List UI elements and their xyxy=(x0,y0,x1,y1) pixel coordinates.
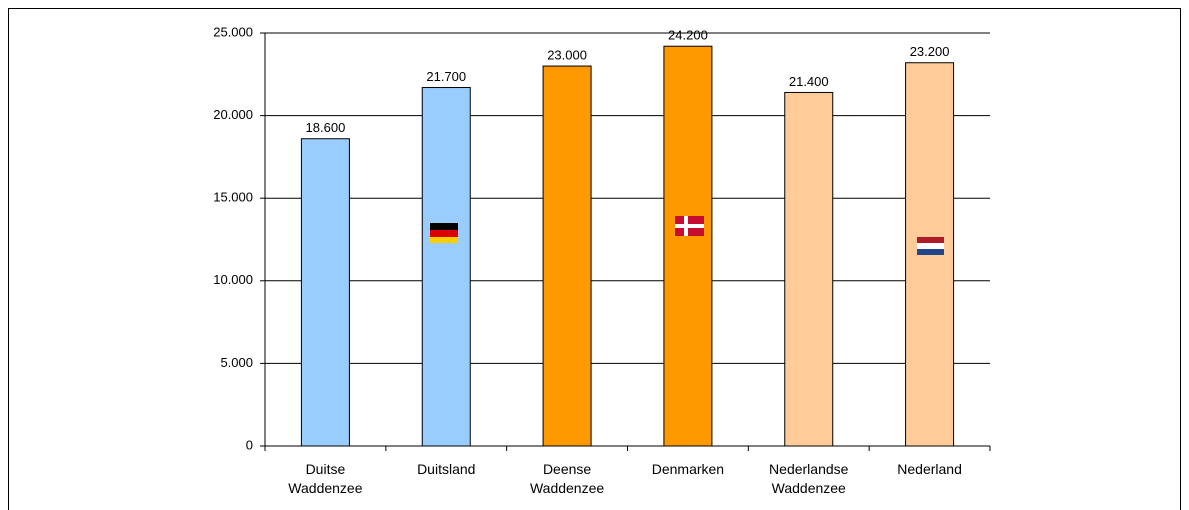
value-label: 24.200 xyxy=(668,28,708,43)
x-tick-label: Deense Waddenzee xyxy=(529,461,605,496)
y-tick-label: 5.000 xyxy=(220,355,253,370)
y-tick-label: 15.000 xyxy=(213,190,253,205)
bar xyxy=(421,87,471,447)
flag-germany xyxy=(430,223,458,243)
x-tick-label: Nederlandse Waddenzee xyxy=(769,461,849,496)
y-tick-label: 0 xyxy=(246,437,253,452)
x-tick-label: Nederland xyxy=(897,461,962,477)
flag-netherlands xyxy=(917,237,944,255)
bar xyxy=(784,91,834,447)
bars xyxy=(300,45,955,447)
y-tick-label: 10.000 xyxy=(213,272,253,287)
value-label: 18.600 xyxy=(306,120,346,135)
value-label: 23.000 xyxy=(547,47,587,62)
x-tick-label: Duitse Waddenzee xyxy=(288,461,363,496)
grid xyxy=(260,32,990,447)
bar xyxy=(300,138,350,447)
y-tick-label: 25.000 xyxy=(213,24,253,39)
value-label: 21.700 xyxy=(426,69,466,84)
x-tick-label: Duitsland xyxy=(417,461,476,477)
value-label: 21.400 xyxy=(789,74,829,89)
flags xyxy=(430,216,944,255)
value-label: 23.200 xyxy=(910,44,950,59)
bar xyxy=(542,65,592,447)
flag-denmark xyxy=(675,216,704,236)
x-tick-label: Denmarken xyxy=(651,461,725,477)
bar xyxy=(663,45,713,447)
y-tick-label: 20.000 xyxy=(213,107,253,122)
frame xyxy=(8,8,1181,510)
